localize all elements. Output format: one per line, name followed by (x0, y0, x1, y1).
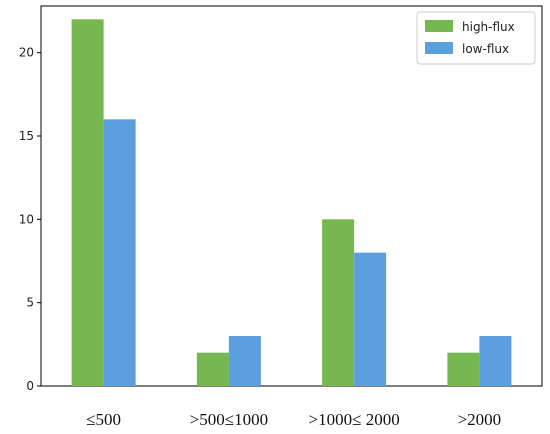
legend: high-flux low-flux (416, 11, 536, 65)
legend-label-high-flux: high-flux (462, 20, 515, 34)
bar-low-flux-1 (228, 336, 261, 386)
bar-high-flux-3 (447, 352, 480, 386)
y-tick-label: 20 (19, 46, 34, 60)
y-tick-label: 5 (26, 296, 34, 310)
y-tick-label: 0 (26, 379, 34, 393)
legend-swatch-low-flux (425, 42, 453, 54)
x-tick-label: >2000 (458, 410, 502, 429)
legend-swatch-high-flux (425, 20, 453, 32)
x-tick-label: >1000≤ 2000 (309, 410, 400, 429)
bar-high-flux-1 (196, 352, 229, 386)
x-tick-label: >500≤1000 (190, 410, 268, 429)
x-axis: ≤500 >500≤1000 >1000≤ 2000 >2000 (86, 410, 501, 429)
bar-low-flux-0 (103, 119, 136, 386)
y-tick-label: 15 (19, 129, 34, 143)
y-tick-label: 10 (19, 212, 34, 226)
bar-low-flux-3 (479, 336, 512, 386)
bars-group (71, 19, 512, 386)
x-tick-label: ≤500 (86, 410, 121, 429)
legend-label-low-flux: low-flux (462, 42, 509, 56)
bar-high-flux-2 (322, 219, 355, 386)
bar-high-flux-0 (71, 19, 104, 386)
bar-low-flux-2 (354, 252, 387, 386)
y-axis: 0 5 10 15 20 (19, 46, 41, 393)
